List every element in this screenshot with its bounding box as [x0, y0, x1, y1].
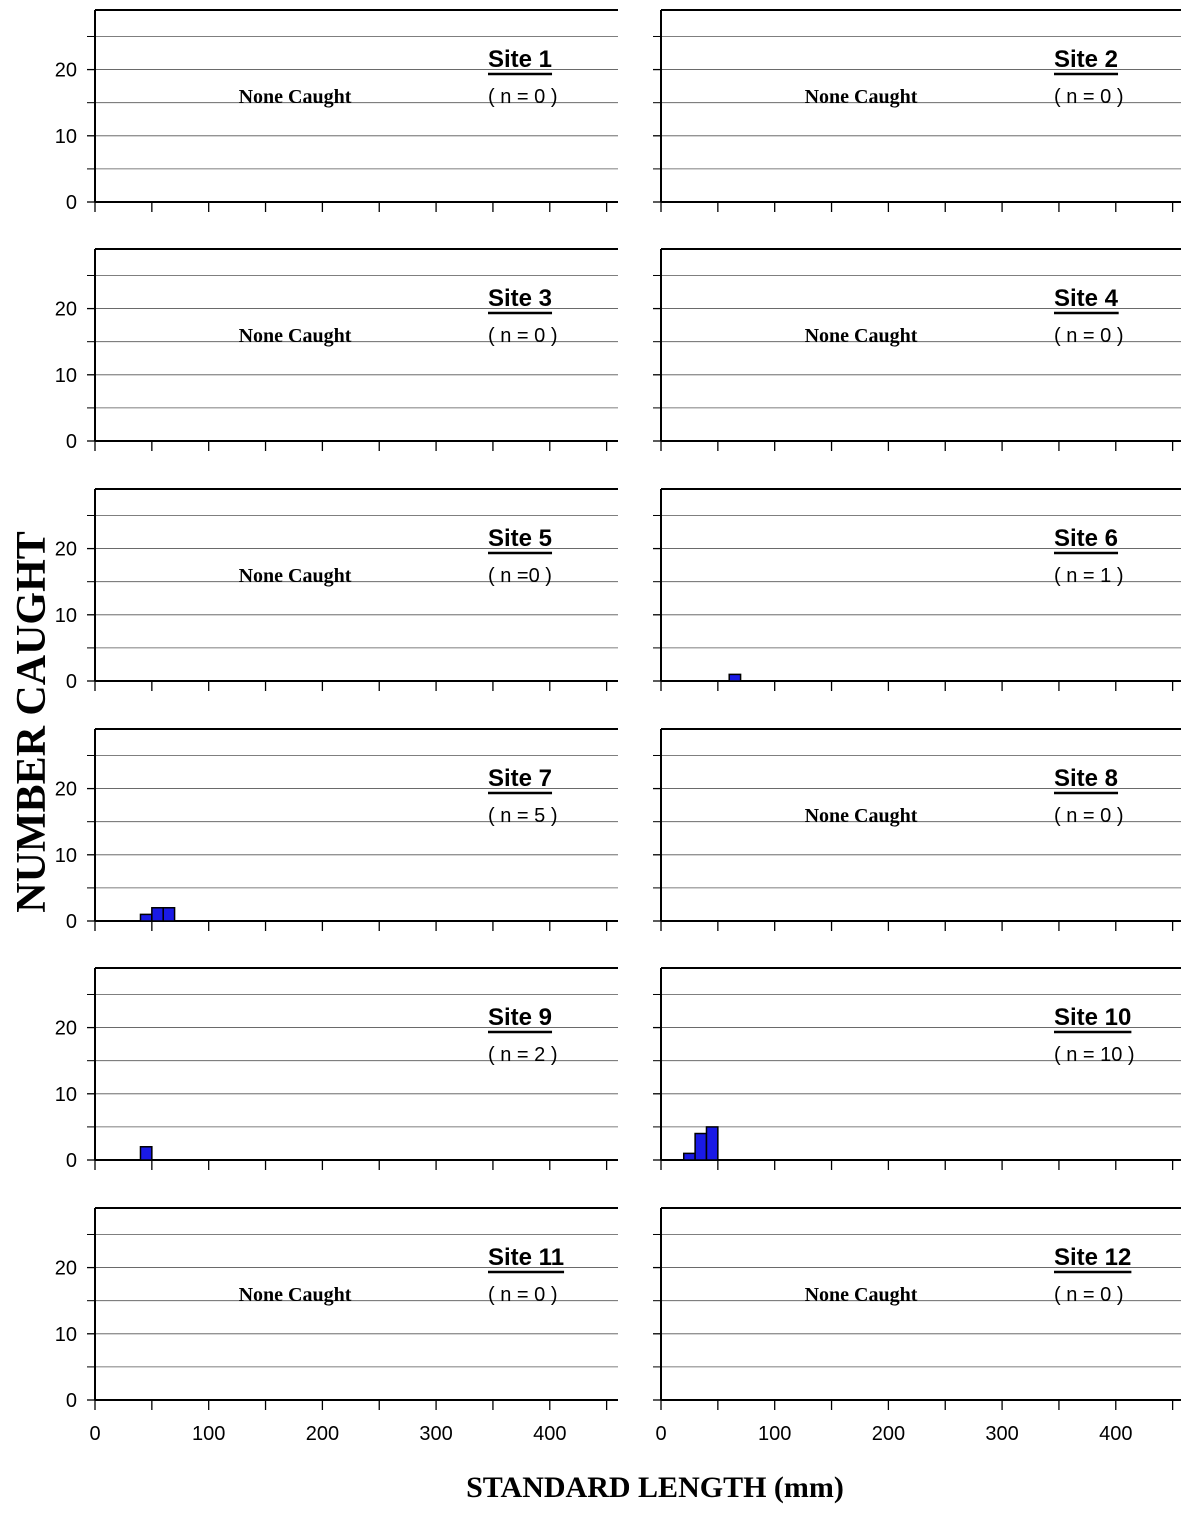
panel-5-n-label: ( n =0 )	[488, 565, 552, 587]
panel-11-x-tick-label: 200	[306, 1423, 339, 1445]
panel-10-bar	[694, 1132, 708, 1161]
panel-7-bar	[139, 913, 153, 922]
panel-2-n-label: ( n = 0 )	[1054, 86, 1123, 108]
panel-2-site-title: Site 2	[1054, 46, 1118, 73]
panel-1-y-tick-label: 20	[55, 60, 77, 82]
panel-9-site-title: Site 9	[488, 1004, 552, 1031]
panel-3-y-tick-label: 20	[55, 299, 77, 321]
panel-3-site-title: Site 3	[488, 285, 552, 312]
panel-11-x-tick-label: 300	[419, 1423, 452, 1445]
panel-5-y-tick-label: 10	[55, 605, 77, 627]
panel-12-x-tick-label: 200	[872, 1423, 905, 1445]
y-axis-label: NUMBER CAUGHT	[9, 531, 55, 913]
panel-11-site-title: Site 11	[488, 1244, 564, 1271]
panel-11-y-tick-label: 10	[55, 1324, 77, 1346]
panel-11-x-tick-label: 400	[533, 1423, 566, 1445]
panel-1-none-caught-label: None Caught	[239, 86, 352, 108]
panel-6-n-label: ( n = 1 )	[1054, 565, 1123, 587]
panel-11-n-label: ( n = 0 )	[488, 1284, 557, 1306]
panel-10-site-title: Site 10	[1054, 1004, 1131, 1031]
panel-4-n-label: ( n = 0 )	[1054, 325, 1123, 347]
panel-7-y-tick-label: 10	[55, 845, 77, 867]
panel-1-n-label: ( n = 0 )	[488, 86, 557, 108]
panel-4-site-title: Site 4	[1054, 285, 1119, 312]
panel-7-y-tick-label: 0	[66, 911, 77, 933]
panel-12-x-tick-label: 100	[758, 1423, 791, 1445]
panel-5-site-title: Site 5	[488, 525, 552, 552]
panel-12-n-label: ( n = 0 )	[1054, 1284, 1123, 1306]
panel-5-y-tick-label: 20	[55, 539, 77, 561]
panel-7-y-tick-label: 20	[55, 779, 77, 801]
panel-9-y-tick-label: 10	[55, 1084, 77, 1106]
panel-7-bar	[162, 907, 176, 922]
panel-10-bar	[682, 1152, 696, 1161]
panel-6-site-title: Site 6	[1054, 525, 1118, 552]
panel-8-site-title: Site 8	[1054, 765, 1118, 792]
panel-11-x-tick-label: 0	[89, 1423, 100, 1445]
panel-8-none-caught-label: None Caught	[805, 805, 918, 827]
panel-12-site-title: Site 12	[1054, 1244, 1131, 1271]
panel-7-bar	[151, 907, 164, 922]
panel-2-none-caught-label: None Caught	[805, 86, 918, 108]
panel-11-y-tick-label: 20	[55, 1258, 77, 1280]
panel-6-bar	[728, 673, 742, 682]
panel-8-n-label: ( n = 0 )	[1054, 805, 1123, 827]
panel-5-none-caught-label: None Caught	[239, 565, 352, 587]
panel-1-y-tick-label: 10	[55, 126, 77, 148]
panel-12-none-caught-label: None Caught	[805, 1284, 918, 1306]
panel-9-y-tick-label: 0	[66, 1150, 77, 1172]
panel-10-n-label: ( n = 10 )	[1054, 1044, 1135, 1066]
panel-11-none-caught-label: None Caught	[239, 1284, 352, 1306]
panel-11-x-tick-label: 100	[192, 1423, 225, 1445]
panel-9-y-tick-label: 20	[55, 1018, 77, 1040]
panel-11-y-tick-label: 0	[66, 1390, 77, 1412]
panel-12-x-tick-label: 0	[655, 1423, 666, 1445]
panel-10-bar	[705, 1126, 719, 1161]
panel-9-n-label: ( n = 2 )	[488, 1044, 557, 1066]
panel-3-n-label: ( n = 0 )	[488, 325, 557, 347]
panel-3-none-caught-label: None Caught	[239, 325, 352, 347]
panel-9-bar	[139, 1146, 153, 1161]
panel-4-none-caught-label: None Caught	[805, 325, 918, 347]
x-axis-label: STANDARD LENGTH (mm)	[466, 1471, 844, 1504]
panel-12-x-tick-label: 300	[985, 1423, 1018, 1445]
panel-3-y-tick-label: 10	[55, 365, 77, 387]
panel-1-y-tick-label: 0	[66, 192, 77, 214]
panel-12-x-tick-label: 400	[1099, 1423, 1132, 1445]
panel-7-site-title: Site 7	[488, 765, 552, 792]
panel-7-n-label: ( n = 5 )	[488, 805, 557, 827]
panel-5-y-tick-label: 0	[66, 671, 77, 693]
panel-1-site-title: Site 1	[488, 46, 552, 73]
panel-3-y-tick-label: 0	[66, 431, 77, 453]
